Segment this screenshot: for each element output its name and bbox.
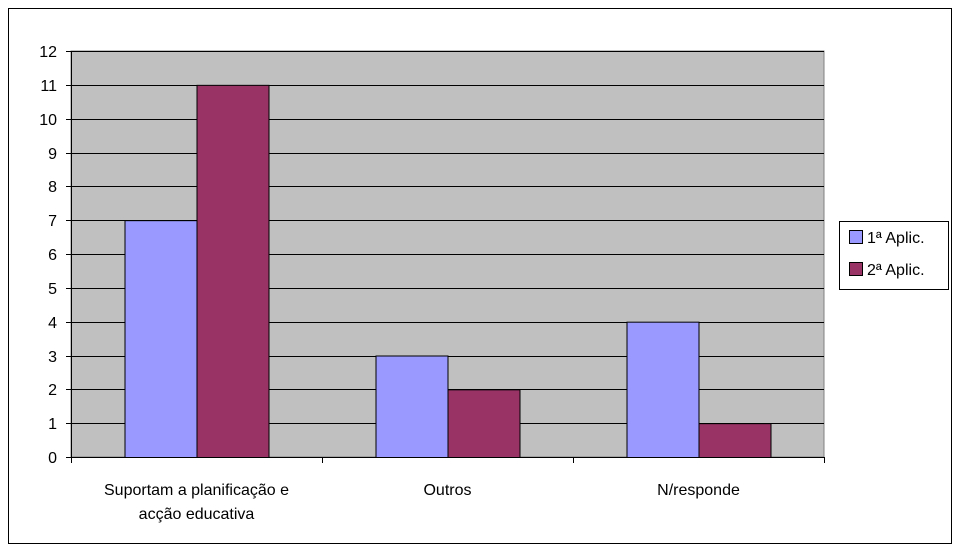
y-tick-label: 5: [48, 281, 57, 298]
bar: [626, 321, 700, 458]
y-tick-label: 3: [48, 349, 57, 366]
x-category-label: Suportam a planificação e: [104, 482, 289, 499]
x-category-label: N/responde: [657, 482, 740, 499]
bar: [447, 389, 521, 459]
y-tick-label: 8: [48, 179, 57, 196]
y-tick-label: 0: [48, 450, 57, 467]
x-category-label: Outros: [423, 482, 471, 499]
bar: [375, 355, 449, 458]
bar: [124, 220, 198, 458]
legend-label: 2ª Aplic.: [867, 262, 925, 279]
bar: [698, 423, 772, 458]
x-category-label: acção educativa: [139, 506, 255, 523]
y-tick-label: 4: [48, 315, 57, 332]
bar: [196, 84, 270, 458]
y-tick-label: 7: [48, 213, 57, 230]
y-tick-label: 10: [39, 112, 57, 129]
y-tick-label: 6: [48, 247, 57, 264]
y-tick-label: 9: [48, 146, 57, 163]
y-tick-label: 12: [39, 44, 57, 61]
chart-frame: [8, 8, 952, 544]
legend-label: 1ª Aplic.: [867, 230, 925, 247]
legend-swatch: [849, 230, 863, 244]
legend-swatch: [849, 262, 863, 276]
y-tick-label: 2: [48, 382, 57, 399]
y-tick-label: 11: [40, 78, 57, 95]
y-tick-label: 1: [48, 416, 57, 433]
